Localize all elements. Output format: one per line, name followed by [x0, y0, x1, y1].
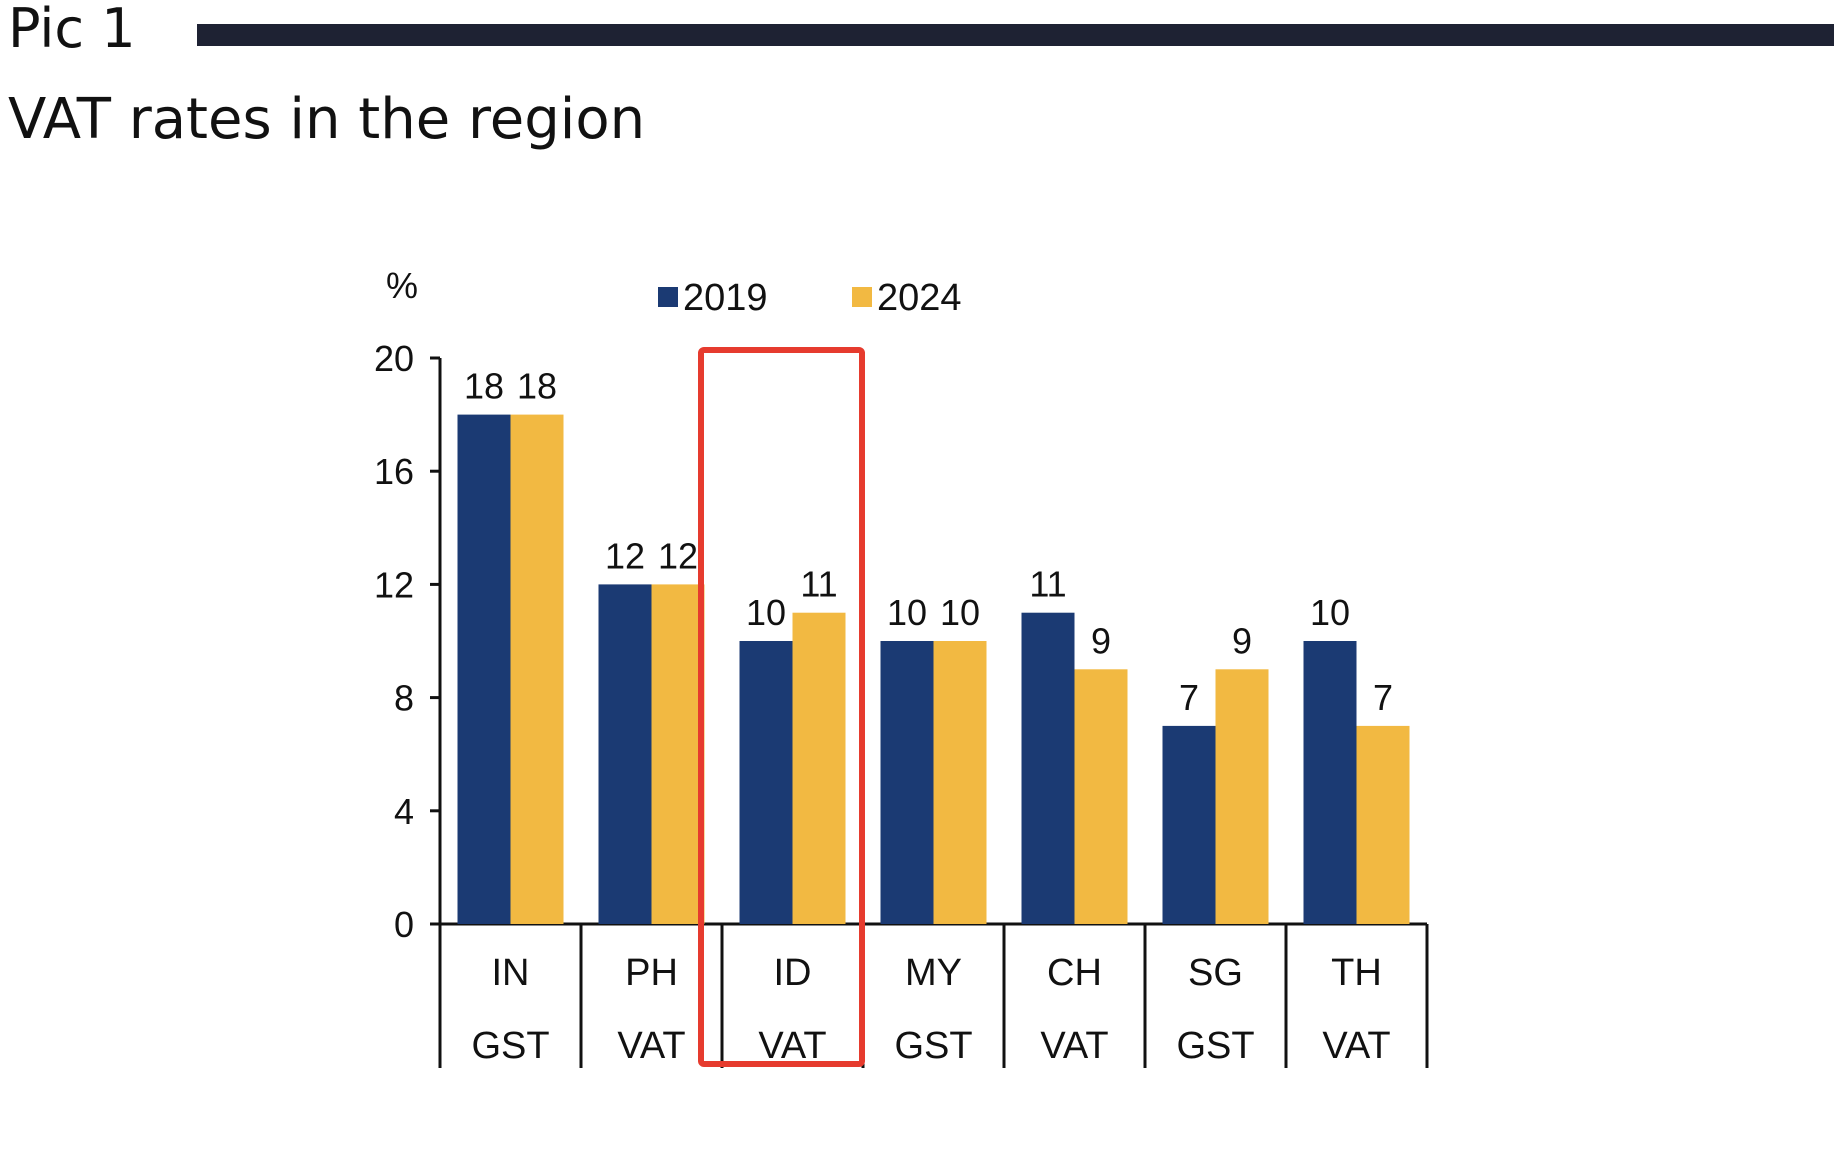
data-label-2024-TH: 7	[1373, 677, 1393, 718]
category-label-tax: VAT	[1322, 1025, 1390, 1067]
data-label-2019-CH: 11	[1029, 564, 1066, 605]
y-tick-label: 12	[374, 564, 414, 605]
page-title: VAT rates in the region	[8, 87, 646, 152]
category-label-tax: VAT	[617, 1025, 685, 1067]
category-label-tax: GST	[1176, 1025, 1254, 1067]
category-label-country: ID	[774, 952, 812, 994]
y-tick-label: 8	[394, 678, 414, 719]
highlight	[698, 347, 865, 1067]
y-tick-label: 0	[394, 904, 414, 945]
legend-label-2019: 2019	[683, 277, 768, 319]
header-rule	[197, 24, 1834, 46]
legend: 2019 2024	[658, 277, 962, 319]
category-label-tax: GST	[894, 1025, 972, 1067]
data-label-2024-PH: 12	[658, 535, 698, 576]
bar-2024-CH	[1074, 669, 1128, 924]
data-label-2019-ID: 10	[746, 592, 786, 633]
data-label-2024-MY: 10	[940, 592, 980, 633]
y-unit-label: %	[386, 265, 418, 306]
figure-number: Pic 1	[8, 0, 136, 60]
category-label-country: TH	[1331, 952, 1382, 994]
bar-2019-ID	[739, 641, 793, 924]
legend-swatch-2024	[852, 287, 872, 307]
data-label-2019-SG: 7	[1179, 677, 1199, 718]
highlight-box	[698, 347, 865, 1067]
bar-2019-IN	[457, 414, 511, 924]
axes: 0 4 8 12 16 20% IN GST PH VAT ID VAT MY GST CH VAT SG GST…	[374, 265, 1429, 1068]
category-label-country: IN	[492, 952, 530, 994]
legend-swatch-2019	[658, 287, 678, 307]
bar-2024-PH	[651, 584, 705, 924]
bar-2024-SG	[1215, 669, 1269, 924]
data-label-2024-CH: 9	[1091, 620, 1111, 661]
data-label-2019-PH: 12	[605, 535, 645, 576]
bars	[457, 414, 1410, 924]
bar-2024-IN	[510, 414, 564, 924]
y-tick-label: 16	[374, 451, 414, 492]
bar-2019-MY	[880, 641, 934, 924]
data-label-2019-IN: 18	[464, 366, 504, 407]
data-label-2024-ID: 11	[800, 564, 837, 605]
legend-label-2024: 2024	[877, 277, 962, 319]
bar-2019-TH	[1303, 641, 1357, 924]
category-label-country: MY	[905, 952, 962, 994]
bar-2019-SG	[1162, 725, 1216, 924]
category-label-tax: VAT	[758, 1025, 826, 1067]
bar-2019-PH	[598, 584, 652, 924]
y-tick-label: 4	[394, 791, 414, 832]
bar-2024-ID	[792, 612, 846, 924]
data-label-2019-TH: 10	[1310, 592, 1350, 633]
category-label-country: CH	[1047, 952, 1102, 994]
category-label-tax: VAT	[1040, 1025, 1108, 1067]
data-label-2019-MY: 10	[887, 592, 927, 633]
data-label-2024-IN: 18	[517, 366, 557, 407]
category-label-country: PH	[625, 952, 678, 994]
data-label-2024-SG: 9	[1232, 620, 1252, 661]
y-tick-label: 20	[374, 338, 414, 379]
category-label-country: SG	[1188, 952, 1243, 994]
bar-2019-CH	[1021, 612, 1075, 924]
bar-2024-MY	[933, 641, 987, 924]
bar-2024-TH	[1356, 725, 1410, 924]
category-label-tax: GST	[471, 1025, 549, 1067]
